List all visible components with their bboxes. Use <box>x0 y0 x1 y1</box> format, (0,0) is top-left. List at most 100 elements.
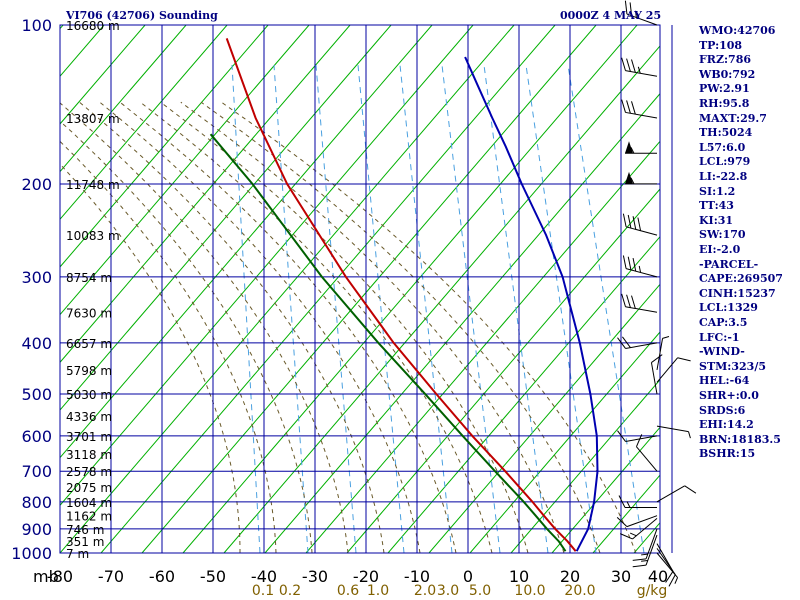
wind-barb <box>624 0 658 26</box>
dry-adiabat-line <box>551 426 660 553</box>
wind-barb-full <box>626 100 631 114</box>
stat-line: HEL:-64 <box>699 374 750 388</box>
wind-barb-full <box>677 357 691 362</box>
temperature-tick-label: -70 <box>98 567 124 586</box>
wind-barb-full <box>617 337 626 349</box>
height-label: 5798 m <box>66 364 112 378</box>
wind-barb-full <box>621 99 626 113</box>
wind-barb <box>656 425 691 439</box>
dry-adiabat-line <box>100 25 556 553</box>
wind-barb-full <box>629 2 633 16</box>
mixing-ratio-tick-label: 10.0 <box>514 583 545 599</box>
wind-barb-full <box>631 59 636 73</box>
dry-adiabat-line <box>60 25 474 507</box>
height-label: 746 m <box>66 523 104 537</box>
wind-barb-full <box>624 0 628 15</box>
wind-barb-pennant <box>625 171 633 184</box>
stat-line: TP:108 <box>699 38 743 52</box>
stat-line: CAP:3.5 <box>699 316 748 329</box>
datetime-title: 0000Z 4 MAY 25 <box>560 9 661 22</box>
wind-barb <box>625 141 657 154</box>
dry-adiabat-line <box>469 331 660 553</box>
moist-adiabat-line <box>60 120 313 553</box>
wind-barb-staff <box>645 528 658 560</box>
dewpoint-line <box>209 133 567 552</box>
wind-barb <box>632 534 658 568</box>
dry-adiabat-line <box>510 378 660 553</box>
temperature-tick-label: 20 <box>560 567 580 586</box>
height-label: 2578 m <box>66 465 112 479</box>
dry-adiabat-line <box>60 25 146 125</box>
plot-border <box>59 24 661 554</box>
mixing-ratio-tick-label: 2.0 <box>414 583 436 599</box>
wind-barbs-layer <box>616 0 697 587</box>
dry-adiabat-line <box>60 25 433 459</box>
dry-adiabat-line <box>60 25 269 268</box>
height-label: 2075 m <box>66 481 112 495</box>
wind-barb-full <box>637 217 642 231</box>
wind-barb-half <box>637 66 641 74</box>
wind-barb-full <box>651 354 663 363</box>
dry-adiabat-line <box>182 25 638 553</box>
wind-barb-staff <box>626 13 658 26</box>
wind-barb-half <box>626 501 631 508</box>
wind-barb-full <box>622 255 627 269</box>
wind-barb-staff <box>625 226 658 236</box>
moist-adiabat-line <box>60 140 277 553</box>
wind-barb-staff <box>625 306 658 313</box>
wind-barb-half <box>638 265 642 273</box>
wind-barb <box>621 99 658 119</box>
height-label: 7630 m <box>66 306 112 320</box>
wind-barb-staff <box>656 425 689 433</box>
wind-barb <box>635 434 658 472</box>
wind-barb-half <box>630 177 635 185</box>
wind-barb-staff <box>656 485 685 503</box>
wind-barb <box>617 430 658 442</box>
temperature-tick-label: 0 <box>463 567 473 586</box>
dry-adiabat-line <box>428 283 660 553</box>
wind-barb-full <box>632 257 637 272</box>
wind-barb <box>656 543 674 583</box>
stat-line: TH:5024 <box>699 126 753 140</box>
wind-barb <box>618 495 657 508</box>
height-label: 1604 m <box>66 496 112 510</box>
stat-line: EI:-2.0 <box>699 243 741 256</box>
mixing-ratio-tick-label: 0.6 <box>337 583 359 599</box>
stat-line: EHI:14.2 <box>699 418 754 432</box>
temperature-tick-label: -60 <box>149 567 175 586</box>
stat-line: SRDS:6 <box>699 403 746 417</box>
temperature-tick-label: 10 <box>509 567 529 586</box>
mixing-ratio-line <box>483 64 549 553</box>
mixing-ratio-line <box>357 64 405 553</box>
mixing-ratio-tick-label: 3.0 <box>437 583 459 599</box>
height-label: 3118 m <box>66 448 112 462</box>
mixing-ratio-unit-label: g/kg <box>637 583 668 599</box>
dry-adiabat-line <box>387 235 660 553</box>
moist-adiabat-line <box>119 101 457 553</box>
moist-adiabat-line <box>200 101 601 553</box>
wind-barb-staff <box>645 534 658 566</box>
dry-adiabat-line <box>223 45 660 553</box>
wind-barb-full <box>684 485 697 494</box>
moist-adiabat-line <box>139 101 493 553</box>
temperature-tick-label: -40 <box>251 567 277 586</box>
stat-line: L57:6.0 <box>699 140 746 154</box>
wind-barb-full <box>635 434 643 447</box>
wind-barb-full <box>632 216 637 230</box>
moist-adiabat-line <box>79 101 385 553</box>
height-label: 351 m <box>66 535 104 549</box>
wind-barb-staff <box>656 338 664 370</box>
dry-adiabat-line <box>305 140 660 553</box>
wind-barb-pennant <box>625 141 633 154</box>
temperature-line <box>225 38 577 552</box>
height-label: 4336 m <box>66 410 112 424</box>
dry-adiabat-line <box>346 188 660 553</box>
wind-barb-full <box>619 533 633 540</box>
wind-barb-full <box>665 571 674 583</box>
height-label: 6657 m <box>66 337 112 351</box>
wind-barb-half <box>641 553 648 556</box>
wind-barb <box>622 255 658 278</box>
temperature-tick-label: -30 <box>302 567 328 586</box>
grid-layer <box>59 24 673 554</box>
